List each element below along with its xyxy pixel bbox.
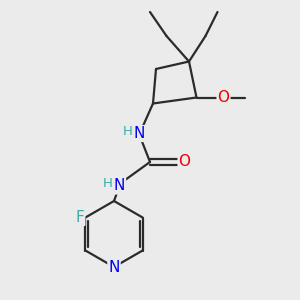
Text: H: H [123,125,132,138]
Text: F: F [76,210,84,225]
Text: N: N [108,260,120,274]
Text: N: N [114,178,125,194]
Text: O: O [178,154,190,169]
Text: N: N [133,126,145,141]
Text: O: O [218,90,230,105]
Text: H: H [103,177,113,190]
